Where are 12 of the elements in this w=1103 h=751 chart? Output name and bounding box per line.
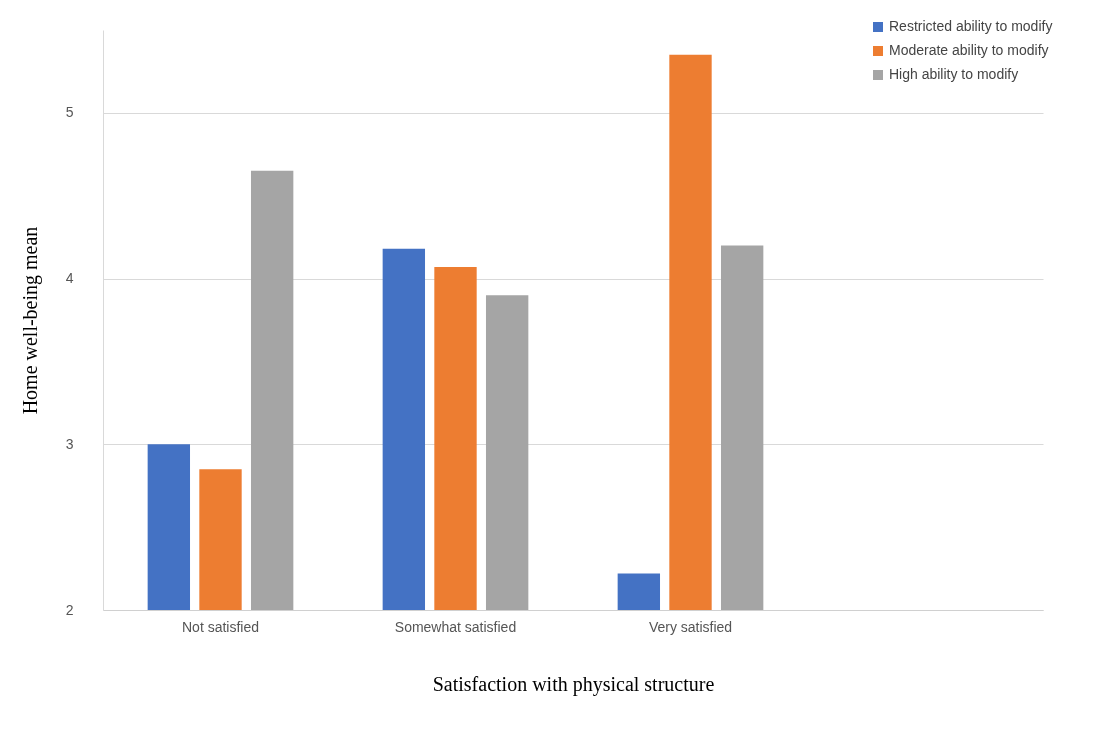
x-axis-title: Satisfaction with physical structure (432, 672, 715, 696)
y-tick-label: 3 (65, 435, 74, 452)
y-tick-label: 2 (65, 601, 74, 618)
y-tick-label: 5 (65, 104, 74, 121)
legend-label: High ability to modify (889, 66, 1019, 82)
y-tick-label: 4 (65, 270, 74, 287)
legend-label: Restricted ability to modify (889, 18, 1053, 34)
x-tick-label: Somewhat satisfied (394, 618, 517, 635)
legend-label: Moderate ability to modify (889, 42, 1049, 58)
y-axis-title: Home well-being mean (18, 226, 42, 415)
x-tick-label: Very satisfied (648, 618, 733, 635)
x-tick-label: Not satisfied (181, 618, 260, 635)
